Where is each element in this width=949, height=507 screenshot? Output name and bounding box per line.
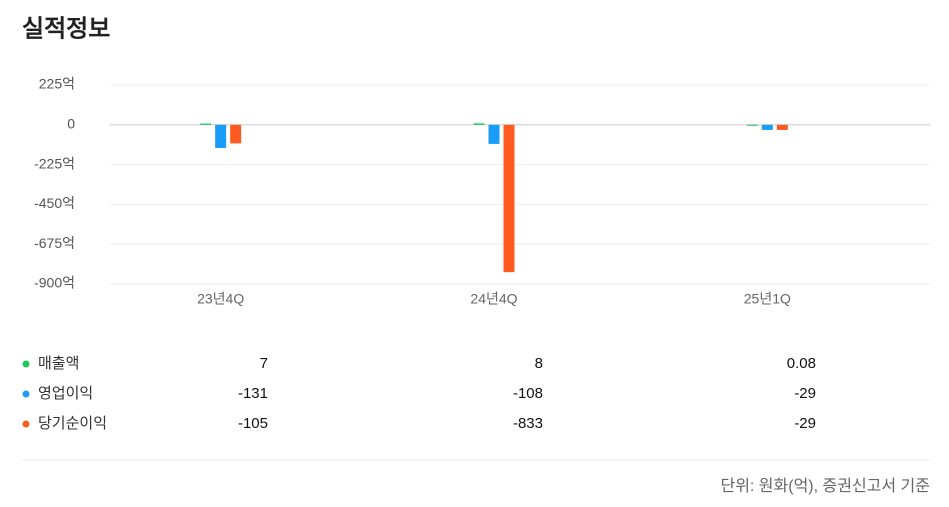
- y-tick-label: -450억: [34, 195, 75, 211]
- bar: [473, 123, 485, 125]
- value-cell: -833: [513, 415, 543, 432]
- x-tick-label: 23년4Q: [197, 291, 244, 307]
- bar: [503, 124, 515, 273]
- bar: [200, 123, 212, 125]
- value-cell: -105: [238, 415, 268, 432]
- bar: [488, 124, 500, 144]
- value-cell: -29: [794, 385, 816, 402]
- value-cell: -131: [238, 385, 268, 402]
- value-cell: 8: [535, 355, 543, 372]
- legend-label: 당기순이익: [38, 415, 107, 432]
- value-cell: -108: [513, 385, 543, 402]
- bar: [761, 124, 773, 130]
- bar: [215, 124, 227, 148]
- bar: [776, 124, 788, 130]
- x-tick-label: 24년4Q: [470, 291, 517, 307]
- chart-title: 실적정보: [22, 15, 110, 42]
- y-tick-label: -675억: [34, 235, 75, 251]
- y-tick-label: -900억: [34, 275, 75, 291]
- x-tick-label: 25년1Q: [744, 291, 791, 307]
- value-cell: -29: [794, 415, 816, 432]
- unit-note: 단위: 원화(억), 증권신고서 기준: [720, 477, 930, 495]
- legend-dot: [22, 360, 30, 368]
- legend-dot: [22, 420, 30, 428]
- legend-label: 영업이익: [38, 385, 93, 402]
- bar: [230, 124, 242, 144]
- value-cell: 7: [260, 355, 268, 372]
- y-tick-label: 0: [67, 116, 75, 132]
- legend-dot: [22, 390, 30, 398]
- value-cell: 0.08: [787, 355, 816, 372]
- legend-label: 매출액: [38, 355, 79, 372]
- bar: [746, 124, 758, 126]
- y-tick-label: -225억: [34, 155, 75, 171]
- y-tick-label: 225억: [39, 76, 75, 92]
